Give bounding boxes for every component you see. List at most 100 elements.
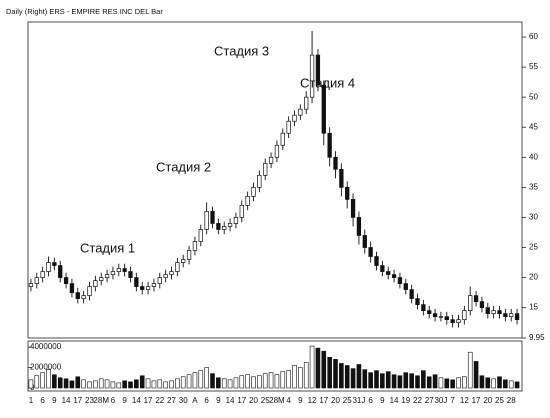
candle-body (309, 54, 315, 98)
x-tick-label: 17 (237, 396, 246, 405)
volume-tick-label: 4000000 (30, 342, 62, 351)
volume-bar (327, 357, 332, 389)
x-tick-label: 14 (226, 396, 235, 405)
candle-body (339, 168, 344, 188)
volume-bar (169, 380, 174, 389)
volume-bar (503, 379, 508, 389)
candle-body (163, 274, 168, 278)
candle-body (386, 271, 391, 275)
candle-body (181, 259, 186, 263)
candle-body (58, 265, 63, 278)
candle-body (81, 295, 86, 299)
x-tick-label: 31J (352, 396, 365, 405)
volume-bar (274, 374, 280, 389)
volume-bar (57, 377, 63, 389)
y-tick-label: 50 (529, 92, 538, 101)
volume-bar (473, 361, 479, 389)
candle-body (239, 205, 244, 218)
candle-body (34, 277, 39, 284)
candle-body (362, 235, 367, 248)
x-tick-label: 19 (401, 396, 410, 405)
candle-body (204, 211, 209, 230)
candle-body (210, 211, 215, 224)
candle-body (227, 223, 233, 227)
stage-annotation: Стадия 2 (156, 159, 211, 174)
volume-bar (175, 378, 180, 389)
volume-bar (87, 381, 92, 389)
volume-bar (210, 373, 215, 389)
candle-body (380, 265, 385, 272)
candle-body (292, 114, 297, 122)
x-tick-label: 22 (155, 396, 164, 405)
volume-bar (63, 378, 69, 389)
x-tick-label: 9 (122, 396, 127, 405)
x-tick-label: 20 (483, 396, 492, 405)
volume-bar (145, 378, 151, 389)
candle-body (52, 262, 57, 266)
volume-bar (157, 379, 163, 389)
candle-body (87, 286, 92, 296)
x-tick-label: 4 (286, 396, 291, 405)
volume-bar (221, 378, 227, 389)
volume-bar (479, 375, 485, 389)
x-tick-label: 20 (249, 396, 258, 405)
x-tick-label: 1 (29, 396, 34, 405)
x-tick-label: 6 (204, 396, 209, 405)
candle-body (99, 277, 104, 281)
volume-bar (52, 374, 57, 389)
volume-bar (298, 367, 303, 389)
volume-bar (151, 380, 157, 389)
candle-body (268, 156, 274, 164)
x-tick-label: 30J (434, 396, 447, 405)
candle-body (333, 156, 338, 170)
volume-bar (491, 378, 496, 389)
candle-body (274, 144, 280, 158)
candle-body (40, 271, 45, 278)
volume-bar (69, 380, 75, 389)
candle-body (198, 229, 203, 242)
volume-bar (46, 369, 51, 389)
candle-body (503, 313, 508, 318)
volume-bar (40, 372, 45, 389)
volume-bar (385, 371, 391, 389)
candle-body (304, 96, 309, 110)
volume-bar (391, 374, 397, 389)
candle-body (315, 54, 321, 86)
volume-bar (315, 347, 321, 389)
candle-body (327, 132, 332, 158)
y-tick-label: 15 (529, 303, 538, 312)
x-tick-label: 25 (495, 396, 504, 405)
volume-bar (514, 381, 520, 389)
x-tick-label: 6 (111, 396, 116, 405)
candle-body (134, 277, 139, 287)
candle-body (257, 174, 262, 188)
candle-body (145, 286, 151, 290)
x-tick-label: 25 (343, 396, 352, 405)
x-tick-label: 25 (261, 396, 270, 405)
volume-bar (415, 375, 420, 389)
candle-body (151, 283, 157, 287)
candle-body (391, 274, 397, 278)
volume-bar (134, 379, 139, 389)
volume-bar (333, 359, 338, 389)
volume-bar (93, 380, 98, 389)
y-tick-label: 55 (529, 62, 538, 71)
x-tick-label: 14 (390, 396, 399, 405)
candle-body (216, 223, 221, 230)
volume-bar (485, 377, 491, 389)
volume-bar (268, 372, 274, 389)
x-tick-label: 12 (460, 396, 469, 405)
volume-tick-label: 2000000 (30, 363, 62, 372)
volume-bar (426, 376, 432, 389)
volume-bar (403, 372, 409, 389)
candle-body (104, 274, 110, 278)
volume-bar (98, 378, 104, 389)
y-tick-label: 25 (529, 243, 538, 252)
candle-body (263, 162, 268, 176)
candle-body (140, 286, 145, 290)
volume-bar (374, 370, 379, 389)
candle-body (427, 310, 432, 314)
x-tick-label: 6 (40, 396, 45, 405)
volume-bar (128, 381, 133, 389)
